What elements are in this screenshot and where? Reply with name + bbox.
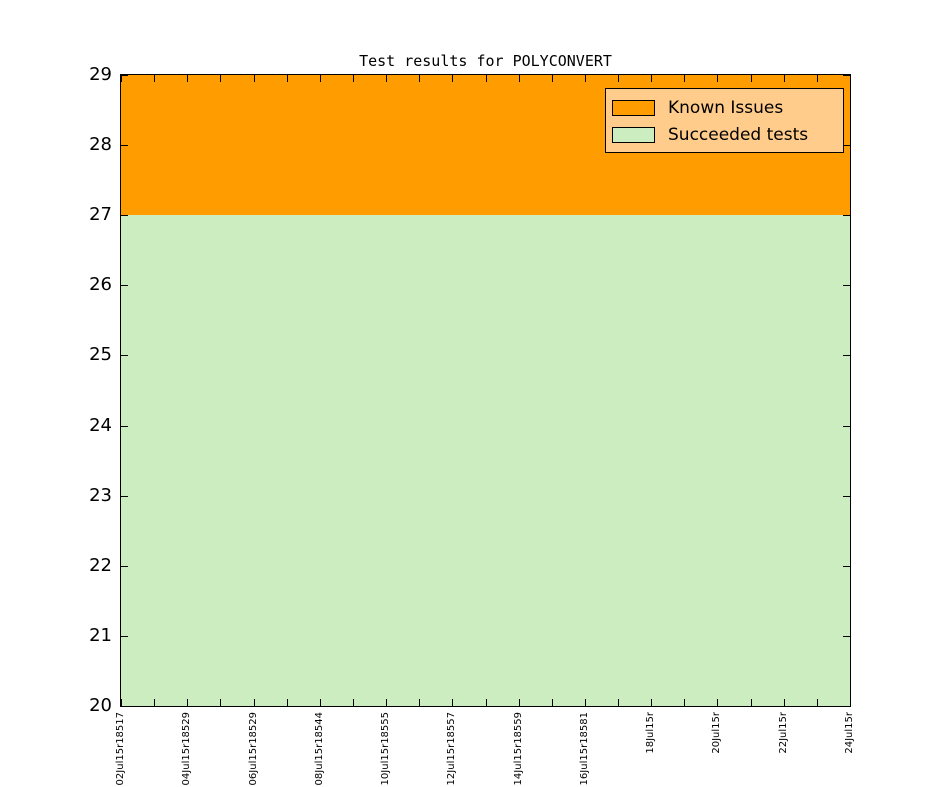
axis-tick [784, 699, 785, 706]
legend-swatch [612, 99, 655, 116]
plot-area: Known Issues Succeeded tests [120, 74, 851, 707]
axis-tick [843, 566, 850, 567]
axis-tick [254, 75, 255, 82]
legend-label: Succeeded tests [668, 124, 809, 145]
x-tick-label: 10Jul15r18555 [380, 712, 392, 786]
x-tick-label: 02Jul15r18517 [115, 712, 126, 786]
axis-tick [843, 285, 850, 286]
axis-tick [751, 75, 752, 82]
axis-tick [850, 699, 851, 706]
axis-tick [154, 699, 155, 706]
y-tick-label: 29 [89, 64, 112, 85]
legend-swatch [612, 126, 655, 143]
axis-tick [717, 699, 718, 706]
axis-tick [618, 699, 619, 706]
x-tick-label: 06Jul15r18529 [247, 712, 259, 786]
x-tick-label: 16Jul15r18581 [578, 712, 590, 786]
legend-entry: Succeeded tests [612, 121, 835, 148]
axis-tick [121, 75, 128, 76]
axis-tick [353, 75, 354, 82]
axis-tick [187, 699, 188, 706]
axis-tick [386, 699, 387, 706]
axis-tick [121, 285, 128, 286]
axis-tick [320, 699, 321, 706]
axis-tick [717, 75, 718, 82]
axis-tick [121, 426, 128, 427]
axis-tick [843, 496, 850, 497]
axis-tick [843, 706, 850, 707]
legend-entry: Known Issues [612, 94, 835, 121]
axis-tick [121, 75, 122, 82]
axis-tick [552, 699, 553, 706]
axis-tick [121, 566, 128, 567]
axis-tick [452, 75, 453, 82]
y-tick-label: 22 [89, 554, 112, 576]
axis-tick [419, 75, 420, 82]
y-tick-label: 25 [89, 344, 112, 366]
axis-tick [121, 355, 128, 356]
axis-tick [585, 75, 586, 82]
legend-label: Known Issues [668, 97, 784, 118]
axis-tick [618, 75, 619, 82]
axis-tick [684, 699, 685, 706]
axis-tick [353, 699, 354, 706]
axis-tick [287, 75, 288, 82]
axis-tick [419, 699, 420, 706]
axis-tick [121, 215, 128, 216]
axis-tick [154, 75, 155, 82]
x-tick-label: 04Jul15r18529 [181, 712, 193, 786]
axis-tick [519, 699, 520, 706]
axis-tick [254, 699, 255, 706]
axis-tick [651, 699, 652, 706]
axis-tick [850, 75, 851, 82]
axis-tick [651, 75, 652, 82]
axis-tick [220, 699, 221, 706]
x-tick-label: 24Jul15r [844, 712, 855, 754]
axis-tick [486, 699, 487, 706]
x-tick-label: 14Jul15r18559 [512, 712, 524, 786]
axis-tick [486, 75, 487, 82]
y-tick-label: 23 [89, 484, 112, 506]
y-tick-label: 26 [89, 274, 112, 296]
x-tick-label: 18Jul15r [645, 712, 657, 754]
axis-tick [843, 215, 850, 216]
y-tick-label: 21 [89, 624, 112, 646]
chart-title: Test results for POLYCONVERT [359, 52, 612, 70]
legend: Known Issues Succeeded tests [605, 88, 844, 153]
y-tick-label: 28 [89, 134, 112, 156]
axis-tick [817, 75, 818, 82]
axis-tick [386, 75, 387, 82]
axis-tick [121, 496, 128, 497]
axis-tick [843, 426, 850, 427]
x-tick-label: 20Jul15r [711, 712, 723, 754]
axis-tick [684, 75, 685, 82]
axis-tick [843, 355, 850, 356]
y-tick-label: 20 [89, 695, 112, 716]
axis-tick [287, 699, 288, 706]
axis-tick [585, 699, 586, 706]
x-tick-label: 08Jul15r18544 [313, 712, 325, 786]
axis-tick [817, 699, 818, 706]
axis-tick [121, 706, 128, 707]
axis-tick [452, 699, 453, 706]
axis-tick [552, 75, 553, 82]
axis-tick [121, 636, 128, 637]
x-tick-label: 12Jul15r18557 [446, 712, 458, 786]
axis-tick [843, 145, 850, 146]
axis-tick [784, 75, 785, 82]
axis-tick [187, 75, 188, 82]
axis-tick [843, 636, 850, 637]
axis-tick [220, 75, 221, 82]
axis-tick [843, 75, 850, 76]
axis-tick [121, 699, 122, 706]
axis-tick [320, 75, 321, 82]
axis-tick [519, 75, 520, 82]
axis-tick [751, 699, 752, 706]
x-tick-label: 22Jul15r [777, 712, 789, 754]
y-tick-label: 24 [89, 414, 112, 436]
y-tick-label: 27 [89, 204, 112, 226]
axis-tick [121, 145, 128, 146]
succeeded-tests-area [121, 215, 850, 706]
